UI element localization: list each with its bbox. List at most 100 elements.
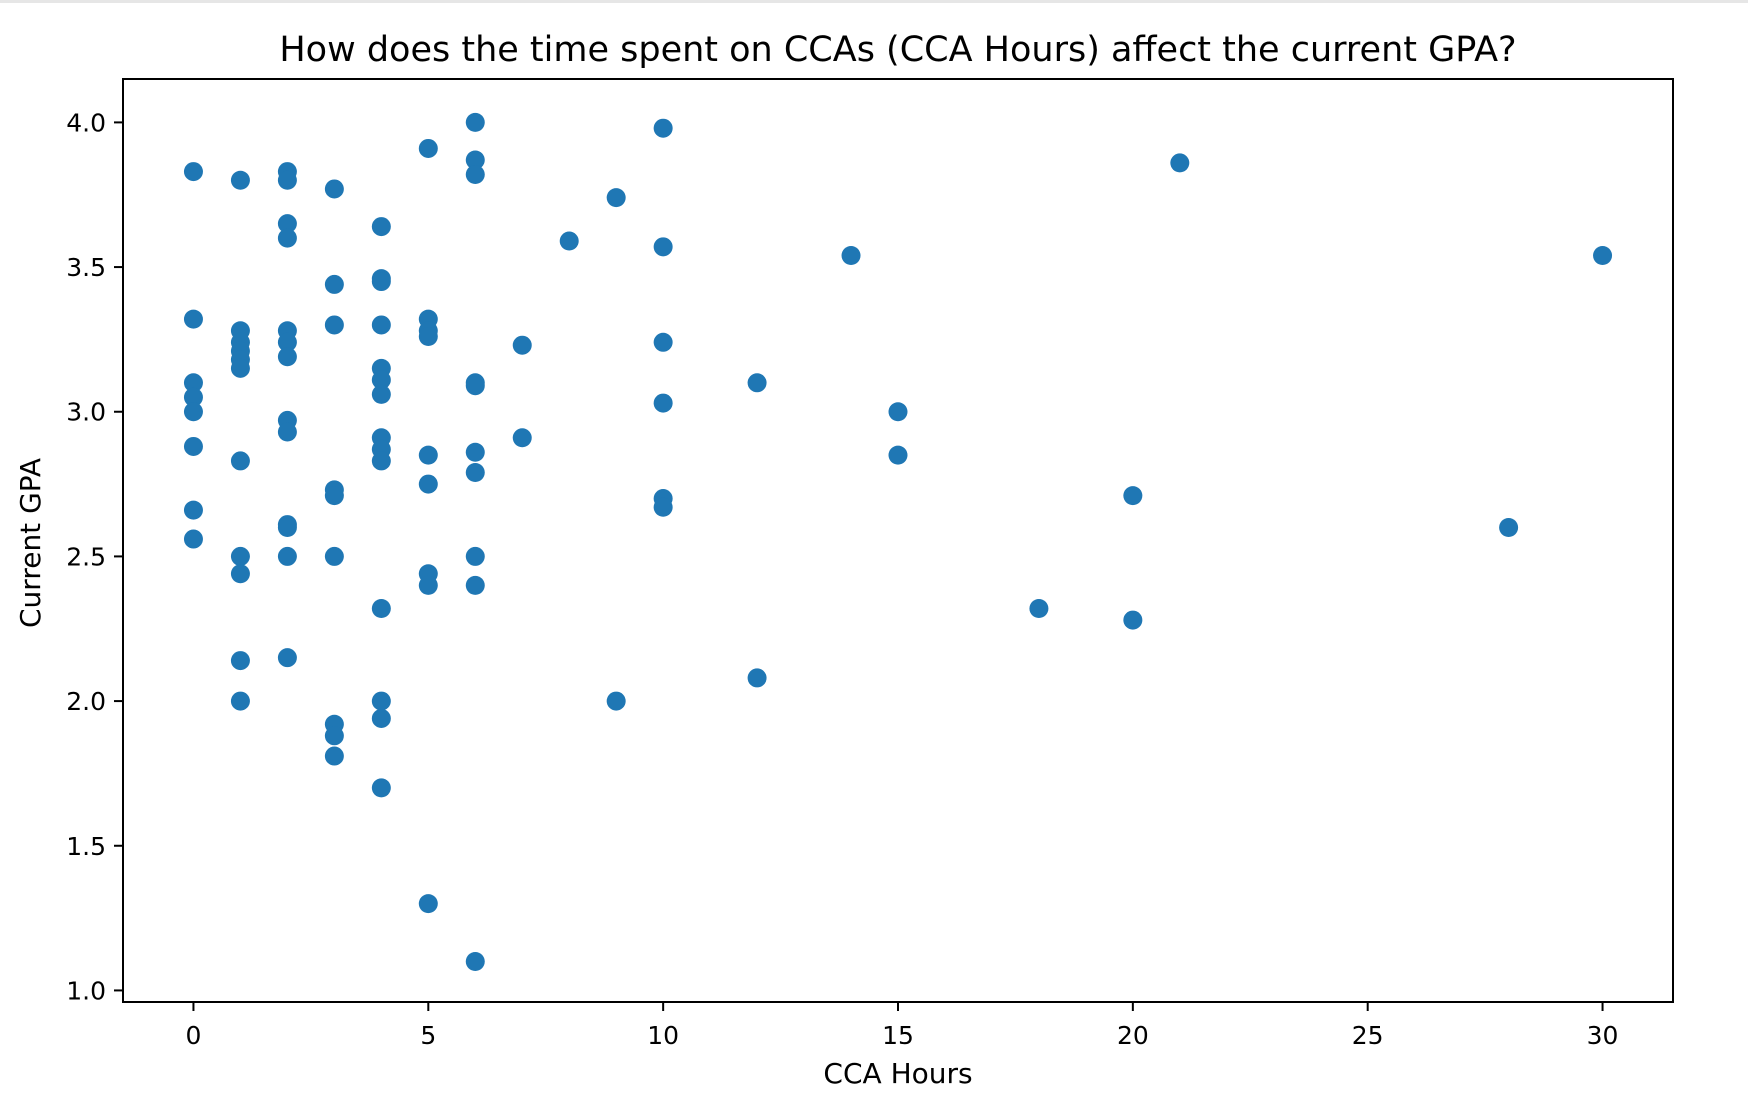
scatter-point [277, 332, 297, 352]
scatter-point [277, 214, 297, 234]
scatter-point [606, 691, 626, 711]
x-tick-label: 30 [1587, 1021, 1619, 1050]
scatter-point [1123, 486, 1143, 506]
plot-area-frame [122, 78, 1674, 1003]
y-tick-label: 4.0 [66, 108, 106, 137]
scatter-point [465, 575, 485, 595]
scatter-point [183, 402, 203, 422]
scatter-point [230, 451, 250, 471]
y-tick-label: 2.0 [66, 687, 106, 716]
scatter-point [230, 651, 250, 671]
scatter-point [324, 746, 344, 766]
scatter-point [371, 691, 391, 711]
scatter-point [1029, 598, 1049, 618]
x-axis-ticks: 0 5 10 15 20 25 30 [186, 1002, 1619, 1050]
top-border-rule [0, 0, 1748, 3]
scatter-point [371, 315, 391, 335]
scatter-point [747, 668, 767, 688]
y-tick-label: 1.5 [66, 832, 106, 861]
scatter-point [465, 442, 485, 462]
scatter-point [183, 529, 203, 549]
y-tick-label: 3.5 [66, 253, 106, 282]
scatter-point [418, 474, 438, 494]
scatter-point [277, 170, 297, 190]
scatter-point [324, 274, 344, 294]
scatter-point [418, 575, 438, 595]
scatter-point [1499, 517, 1519, 537]
scatter-point [465, 546, 485, 566]
y-tick-label: 3.0 [66, 398, 106, 427]
x-tick-label: 25 [1352, 1021, 1384, 1050]
scatter-point [653, 118, 673, 138]
scatter-point [512, 335, 532, 355]
scatter-point [653, 393, 673, 413]
y-tick-label: 2.5 [66, 542, 106, 571]
scatter-point [465, 164, 485, 184]
scatter-point [371, 778, 391, 798]
scatter-point [183, 309, 203, 329]
x-axis-label: CCA Hours [823, 1057, 972, 1090]
scatter-point [559, 231, 579, 251]
scatter-point [230, 691, 250, 711]
scatter-point [1170, 153, 1190, 173]
scatter-point [606, 188, 626, 208]
scatter-point [512, 428, 532, 448]
scatter-point [465, 112, 485, 132]
y-axis-label: Current GPA [14, 458, 47, 628]
scatter-point [1593, 245, 1613, 265]
scatter-point [371, 370, 391, 390]
scatter-point [371, 272, 391, 292]
x-tick-label: 20 [1117, 1021, 1149, 1050]
scatter-point [653, 497, 673, 517]
scatter-point [841, 245, 861, 265]
data-points [183, 112, 1613, 971]
scatter-point [465, 150, 485, 170]
scatter-point [277, 422, 297, 442]
scatter-point [324, 315, 344, 335]
scatter-point [183, 500, 203, 520]
scatter-point [230, 170, 250, 190]
scatter-point [324, 486, 344, 506]
scatter-point [418, 894, 438, 914]
scatter-point [183, 162, 203, 182]
scatter-point [324, 726, 344, 746]
scatter-point [888, 445, 908, 465]
chart-title: How does the time spent on CCAs (CCA Hou… [279, 30, 1516, 70]
scatter-point [1123, 610, 1143, 630]
scatter-point [371, 598, 391, 618]
scatter-point [371, 217, 391, 237]
scatter-point [277, 546, 297, 566]
scatter-point [418, 327, 438, 347]
scatter-point [277, 648, 297, 668]
scatter-point [324, 546, 344, 566]
scatter-point [418, 138, 438, 158]
scatter-point [371, 451, 391, 471]
scatter-point [747, 373, 767, 393]
scatter-point [230, 546, 250, 566]
scatter-point [653, 237, 673, 257]
scatter-point [183, 373, 203, 393]
x-tick-label: 10 [647, 1021, 679, 1050]
y-tick-label: 1.0 [66, 976, 106, 1005]
scatter-point [277, 517, 297, 537]
scatter-point [888, 402, 908, 422]
scatter-point [277, 228, 297, 248]
scatter-point [230, 564, 250, 584]
y-axis-ticks: 1.0 1.5 2.0 2.5 3.0 3.5 4.0 [66, 108, 123, 1005]
scatter-point [183, 436, 203, 456]
scatter-point [371, 708, 391, 728]
scatter-point [324, 179, 344, 199]
x-tick-label: 5 [420, 1021, 436, 1050]
scatter-point [183, 387, 203, 407]
scatter-point [418, 445, 438, 465]
scatter-point [465, 951, 485, 971]
x-tick-label: 15 [882, 1021, 914, 1050]
scatter-point [653, 332, 673, 352]
scatter-point [230, 358, 250, 378]
scatter-point [277, 347, 297, 367]
x-tick-label: 0 [186, 1021, 202, 1050]
scatter-point [465, 376, 485, 396]
scatter-point [465, 463, 485, 483]
scatter-point [371, 384, 391, 404]
